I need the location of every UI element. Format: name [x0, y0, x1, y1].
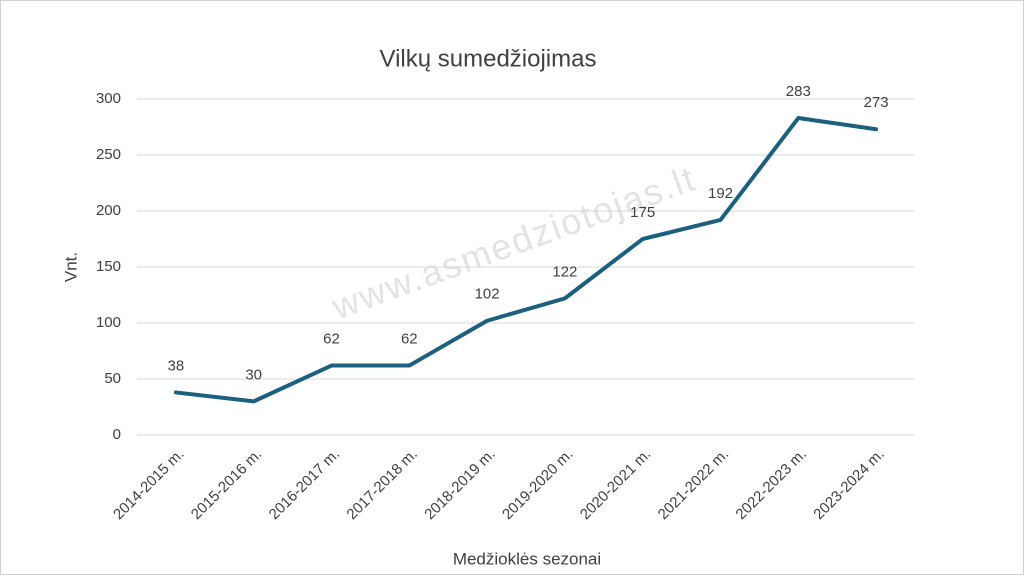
data-label: 102 [475, 286, 500, 303]
chart-title: Vilkų sumedžiojimas [380, 45, 597, 72]
data-label: 283 [786, 83, 811, 100]
y-tick-label: 250 [96, 146, 121, 163]
data-label: 273 [864, 94, 889, 111]
data-label: 38 [168, 357, 185, 374]
data-label: 122 [552, 263, 577, 280]
data-label: 175 [630, 204, 655, 221]
y-tick-label: 50 [104, 370, 121, 387]
series-line [173, 116, 879, 404]
data-label: 30 [245, 366, 262, 383]
y-tick-label: 300 [96, 90, 121, 107]
y-tick-label: 100 [96, 314, 121, 331]
data-label: 192 [708, 185, 733, 202]
data-label: 62 [401, 331, 418, 348]
y-tick-label: 150 [96, 258, 121, 275]
y-tick-label: 0 [113, 426, 121, 443]
y-tick-label: 200 [96, 202, 121, 219]
data-label: 62 [323, 331, 340, 348]
x-axis-label: Medžioklės sezonai [453, 549, 601, 568]
y-axis-label: Vnt. [61, 252, 80, 282]
